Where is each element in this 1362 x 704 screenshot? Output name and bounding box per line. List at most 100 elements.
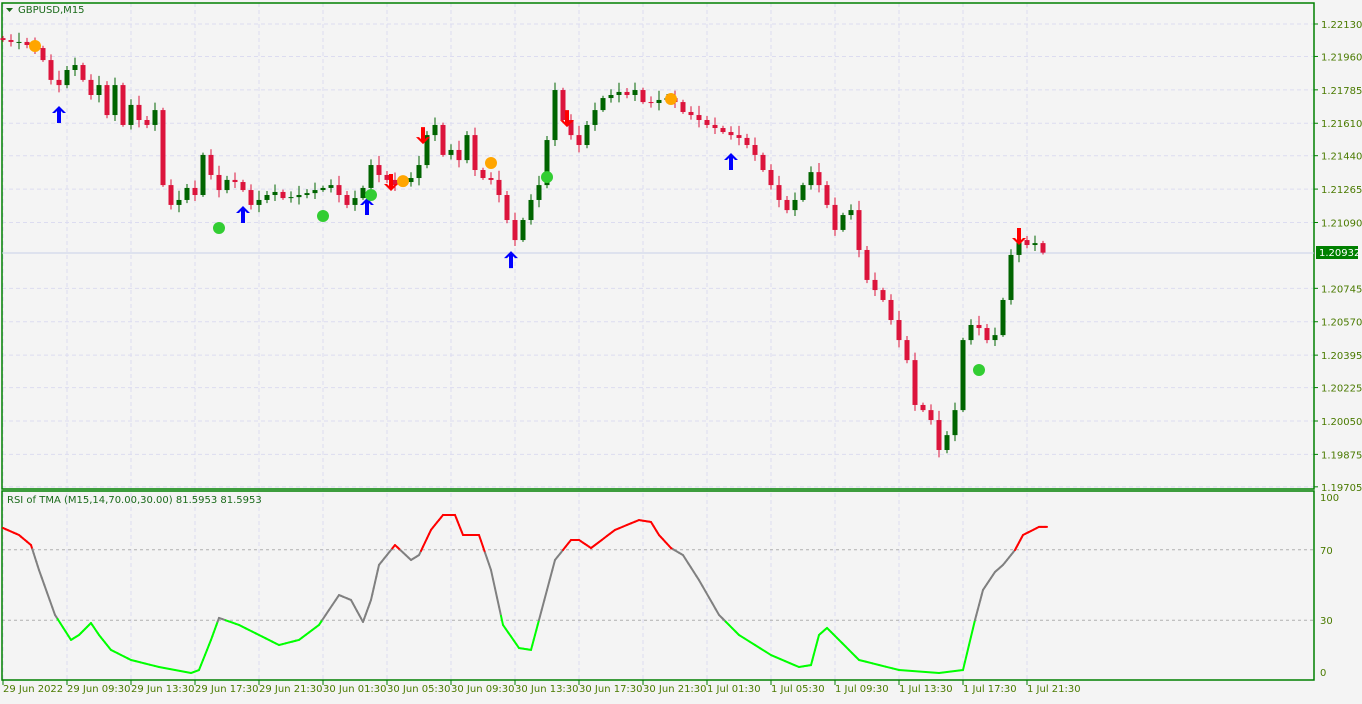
candle-body [89,80,94,95]
orange-dot-icon [485,157,497,169]
candle-body [353,198,358,205]
candle-body [297,195,302,197]
candle-body [729,132,734,135]
candle-body [289,197,294,198]
candle-body [97,85,102,95]
candle [425,131,430,168]
candle-body [193,188,198,195]
candle-body [793,200,798,210]
candle-body [9,40,14,42]
candle-body [713,125,718,128]
candle-body [617,92,622,95]
price-label: 1.20225 [1321,384,1362,395]
candle-body [513,220,518,240]
time-label: 30 Jun 21:30 [643,684,707,695]
candle-body [313,190,318,193]
time-label: 1 Jul 01:30 [707,684,761,695]
candle-body [257,200,262,205]
price-label: 1.21610 [1321,119,1362,130]
candle [161,108,166,187]
candle-body [169,185,174,205]
candle-body [521,220,526,240]
candle [41,46,46,62]
candle-body [697,115,702,120]
candle-body [833,205,838,230]
candle [801,183,806,202]
rsi-level-label: 0 [1320,668,1326,679]
time-label: 30 Jun 13:30 [515,684,579,695]
price-label: 1.21785 [1321,86,1362,97]
candle-body [641,90,646,102]
candle-body [1009,255,1014,300]
candle-body [137,105,142,120]
price-label: 1.19875 [1321,450,1362,461]
candle [553,83,558,146]
candle-body [265,195,270,200]
candle [1001,298,1006,337]
candle-body [801,185,806,200]
candle-body [441,125,446,155]
candle-body [809,172,814,185]
candle-body [57,80,62,85]
time-label: 29 Jun 13:30 [131,684,195,695]
candle-body [689,112,694,115]
time-label: 30 Jun 01:30 [323,684,387,695]
candle [825,181,830,208]
time-label: 1 Jul 21:30 [1027,684,1081,695]
orange-dot-icon [29,40,41,52]
orange-dot-icon [665,93,677,105]
candle-body [657,100,662,103]
candle [841,213,846,232]
candle-body [745,138,750,145]
candle-body [609,95,614,98]
candle-body [481,170,486,178]
candle [913,353,918,411]
candle-body [49,60,54,80]
candle [441,123,446,157]
price-label: 1.21265 [1321,185,1362,196]
candle-body [1041,243,1046,253]
rsi-level-label: 70 [1320,546,1333,557]
candle [601,96,606,112]
candle-body [113,85,118,115]
candle-body [737,135,742,138]
candle-body [377,165,382,175]
candle-body [241,182,246,190]
candle-body [345,195,350,205]
candle [641,88,646,104]
candle-body [1033,243,1038,245]
candle-body [849,210,854,215]
candle-body [105,85,110,115]
candle-body [905,340,910,360]
candle-body [233,180,238,182]
candle-body [961,340,966,410]
time-label: 29 Jun 17:30 [195,684,259,695]
candle-body [577,135,582,145]
candle-body [1001,300,1006,335]
candle-body [249,190,254,205]
candle-body [777,185,782,200]
candle-body [153,110,158,125]
price-label: 1.21090 [1321,218,1362,229]
time-label: 29 Jun 09:30 [67,684,131,695]
candle [505,191,510,223]
price-label: 1.20050 [1321,417,1362,428]
candle-body [201,155,206,195]
candle-body [457,150,462,160]
candle-body [433,125,438,135]
candle-body [497,180,502,195]
time-label: 30 Jun 17:30 [579,684,643,695]
candle-body [633,90,638,95]
price-label: 1.20395 [1321,351,1362,362]
candle-body [969,325,974,340]
price-label: 1.21440 [1321,152,1362,163]
candle-body [81,65,86,80]
candle-body [369,165,374,188]
candle-body [489,178,494,180]
candle-body [473,135,478,170]
candle [905,336,910,363]
candle-body [921,405,926,410]
price-label: 1.21960 [1321,52,1362,63]
candle-body [121,85,126,125]
